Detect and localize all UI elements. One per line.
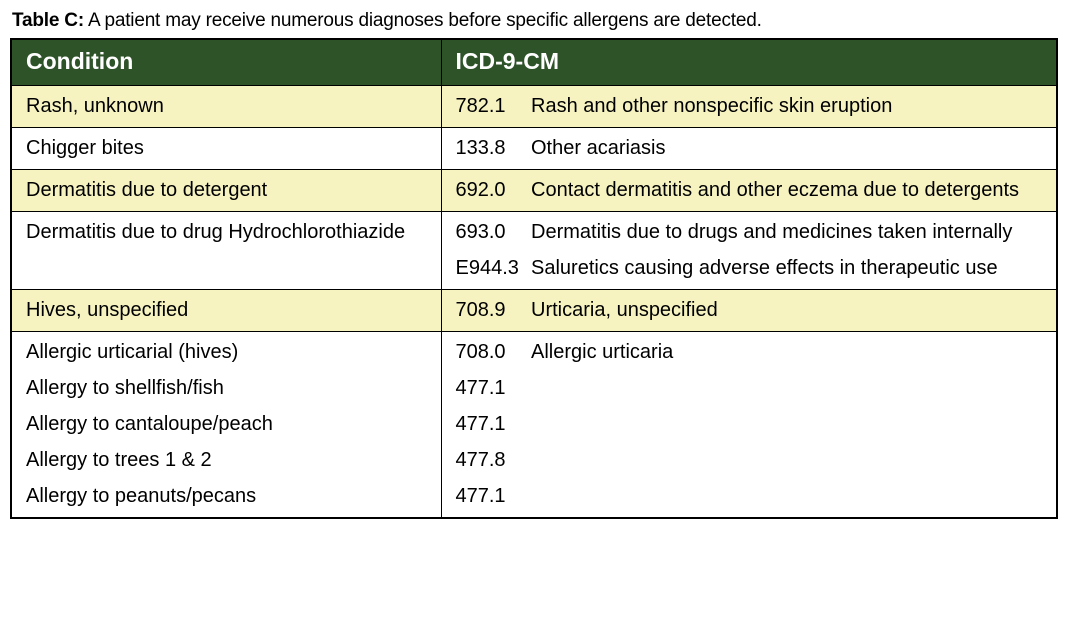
condition-cell: Chigger bites — [11, 128, 441, 170]
table-row: Dermatitis due to detergent692.0Contact … — [11, 170, 1057, 212]
condition-cell: Allergic urticarial (hives) — [11, 332, 441, 374]
table-caption: Table C: A patient may receive numerous … — [12, 10, 1058, 32]
icd-desc-cell: Rash and other nonspecific skin eruption — [531, 86, 1057, 128]
table-row: Allergy to shellfish/fish477.1 — [11, 373, 1057, 409]
diagnosis-table: Condition ICD-9-CM Rash, unknown782.1Ras… — [10, 38, 1058, 519]
condition-cell: Allergy to cantaloupe/peach — [11, 409, 441, 445]
table-row: Dermatitis due to drug Hydrochlorothiazi… — [11, 212, 1057, 254]
header-condition: Condition — [11, 39, 441, 86]
icd-desc-cell — [531, 481, 1057, 518]
table-row: Allergy to peanuts/pecans477.1 — [11, 481, 1057, 518]
icd-code-cell: 708.0 — [441, 332, 531, 374]
header-icd: ICD-9-CM — [441, 39, 1057, 86]
icd-code-cell: 477.1 — [441, 409, 531, 445]
table-header-row: Condition ICD-9-CM — [11, 39, 1057, 86]
condition-cell: Dermatitis due to detergent — [11, 170, 441, 212]
condition-cell: Rash, unknown — [11, 86, 441, 128]
icd-desc-cell: Saluretics causing adverse effects in th… — [531, 253, 1057, 290]
table-label: Table C: — [12, 10, 84, 31]
icd-desc-cell — [531, 409, 1057, 445]
icd-desc-cell: Dermatitis due to drugs and medicines ta… — [531, 212, 1057, 254]
icd-desc-cell: Urticaria, unspecified — [531, 290, 1057, 332]
table-row: Rash, unknown782.1Rash and other nonspec… — [11, 86, 1057, 128]
table-row: Allergy to trees 1 & 2477.8 — [11, 445, 1057, 481]
icd-desc-cell: Allergic urticaria — [531, 332, 1057, 374]
condition-cell: Allergy to peanuts/pecans — [11, 481, 441, 518]
table-row: Hives, unspecified708.9Urticaria, unspec… — [11, 290, 1057, 332]
icd-code-cell: 477.1 — [441, 373, 531, 409]
icd-desc-cell — [531, 373, 1057, 409]
table-row: Chigger bites133.8Other acariasis — [11, 128, 1057, 170]
condition-cell: Allergy to shellfish/fish — [11, 373, 441, 409]
table-row: Allergic urticarial (hives)708.0Allergic… — [11, 332, 1057, 374]
icd-desc-cell — [531, 445, 1057, 481]
condition-cell: Hives, unspecified — [11, 290, 441, 332]
icd-code-cell: 133.8 — [441, 128, 531, 170]
table-row: Allergy to cantaloupe/peach477.1 — [11, 409, 1057, 445]
icd-desc-cell: Contact dermatitis and other eczema due … — [531, 170, 1057, 212]
icd-code-cell: 477.8 — [441, 445, 531, 481]
icd-code-cell: 782.1 — [441, 86, 531, 128]
icd-code-cell: 693.0 — [441, 212, 531, 254]
table-row: E944.3Saluretics causing adverse effects… — [11, 253, 1057, 290]
icd-code-cell: 477.1 — [441, 481, 531, 518]
icd-code-cell: 692.0 — [441, 170, 531, 212]
table-caption-text: A patient may receive numerous diagnoses… — [88, 10, 762, 31]
condition-cell — [11, 253, 441, 290]
condition-cell: Allergy to trees 1 & 2 — [11, 445, 441, 481]
icd-code-cell: E944.3 — [441, 253, 531, 290]
condition-cell: Dermatitis due to drug Hydrochlorothiazi… — [11, 212, 441, 254]
icd-code-cell: 708.9 — [441, 290, 531, 332]
icd-desc-cell: Other acariasis — [531, 128, 1057, 170]
